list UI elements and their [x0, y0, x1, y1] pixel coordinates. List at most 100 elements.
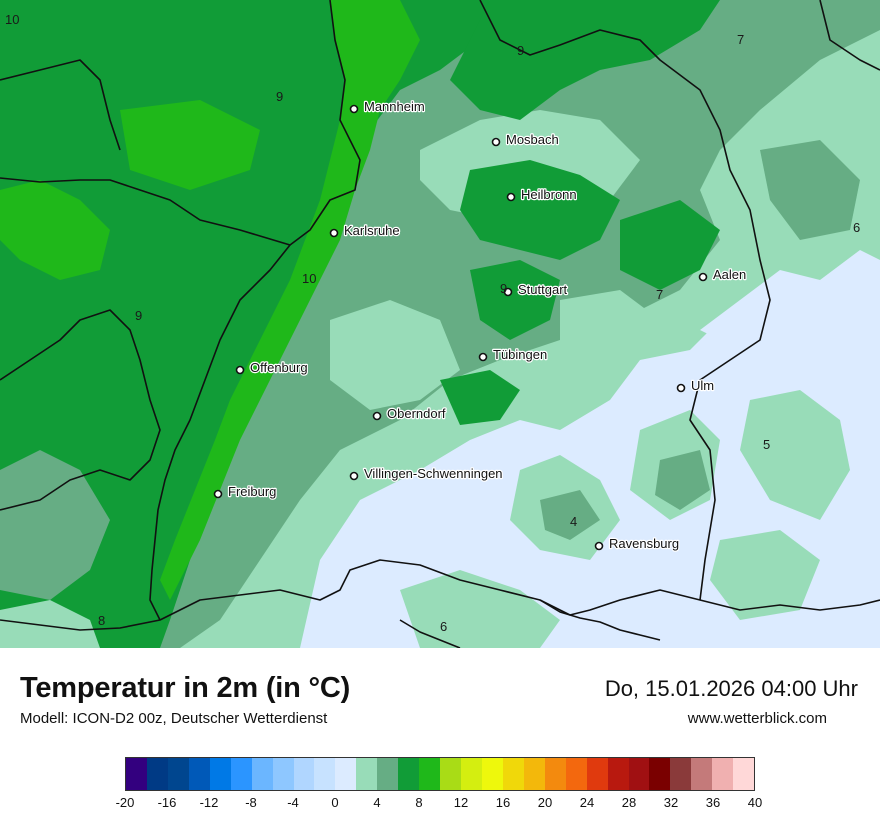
- city-marker[interactable]: [698, 272, 708, 282]
- legend-swatch: [335, 758, 357, 790]
- city-marker[interactable]: [506, 192, 516, 202]
- legend-swatch: [167, 758, 189, 790]
- legend-tick-label: -4: [287, 795, 299, 810]
- city-marker[interactable]: [491, 137, 501, 147]
- city-marker[interactable]: [213, 489, 223, 499]
- map-canvas: Mannheim Mosbach Heilbronn Karlsruhe Stu…: [0, 0, 880, 648]
- mint-intrusion-center: [330, 300, 460, 410]
- legend-tick-label: -12: [199, 795, 219, 810]
- grey-green-islands: [760, 140, 860, 240]
- isotherm-label: 9: [517, 43, 524, 58]
- mint-patch-3: [740, 390, 850, 520]
- city-label-tuebingen: Tübingen: [493, 347, 547, 362]
- city-marker[interactable]: [235, 365, 245, 375]
- model-subtitle: Modell: ICON-D2 00z, Deutscher Wetterdie…: [20, 710, 328, 727]
- color-legend-bar: [125, 757, 755, 791]
- legend-swatch: [502, 758, 524, 790]
- map-title: Temperatur in 2m (in °C): [20, 672, 351, 704]
- grey-green-sw: [0, 450, 110, 600]
- legend-swatch: [691, 758, 713, 790]
- city-marker[interactable]: [503, 287, 513, 297]
- mint-sw: [0, 600, 100, 648]
- bodensee-outline: [539, 599, 661, 641]
- legend-tick-label: 24: [579, 795, 595, 810]
- isotherm-label: 8: [98, 613, 105, 628]
- city-marker[interactable]: [372, 411, 382, 421]
- legend-swatch: [272, 758, 294, 790]
- legend-swatch: [607, 758, 629, 790]
- city-marker[interactable]: [349, 471, 359, 481]
- city-label-villingen-schwenningen: Villingen-Schwenningen: [364, 466, 503, 481]
- legend-swatch: [126, 758, 147, 790]
- legend-tick-label: 20: [537, 795, 553, 810]
- state-border-north: [0, 0, 361, 246]
- legend-swatch: [419, 758, 441, 790]
- mint-intrusion-east: [560, 290, 660, 370]
- legend-swatch: [586, 758, 608, 790]
- isotherm-label: 5: [763, 437, 770, 452]
- legend-swatch: [209, 758, 231, 790]
- legend-tick-label: 32: [663, 795, 679, 810]
- legend-swatch: [733, 758, 755, 790]
- city-label-mosbach: Mosbach: [506, 132, 559, 147]
- cold-region-east: [700, 250, 880, 380]
- legend-tick-label: -20: [115, 795, 135, 810]
- legend-swatch: [544, 758, 566, 790]
- city-label-stuttgart: Stuttgart: [518, 282, 568, 297]
- legend-swatch: [461, 758, 482, 790]
- green-zone-west: [0, 0, 490, 648]
- legend-swatch: [230, 758, 252, 790]
- city-label-ravensburg: Ravensburg: [609, 536, 679, 551]
- minor-border-south: [399, 619, 461, 648]
- isotherm-label: 7: [737, 32, 744, 47]
- city-label-karlsruhe: Karlsruhe: [344, 223, 400, 238]
- green-zone-heilbronn: [460, 160, 620, 260]
- isotherm-labels: 10 9 9 7 6 10 9 9 7 5 4 8 6: [5, 12, 860, 634]
- isotherm-label: 9: [276, 89, 283, 104]
- legend-swatch: [481, 758, 503, 790]
- city-marker[interactable]: [676, 383, 686, 393]
- footer-panel: Temperatur in 2m (in °C) Modell: ICON-D2…: [0, 648, 880, 830]
- legend-tick-label: -16: [157, 795, 177, 810]
- legend-tick-label: -8: [245, 795, 257, 810]
- legend-swatch: [356, 758, 378, 790]
- city-marker[interactable]: [594, 541, 604, 551]
- city-marker[interactable]: [478, 352, 488, 362]
- city-label-mannheim: Mannheim: [364, 99, 425, 114]
- legend-tick-label: 40: [747, 795, 763, 810]
- legend-swatch: [398, 758, 420, 790]
- legend-swatch: [440, 758, 461, 790]
- rhine-border: [149, 244, 291, 621]
- city-labels: Mannheim Mosbach Heilbronn Karlsruhe Stu…: [227, 98, 748, 552]
- swiss-border: [0, 559, 880, 631]
- green-zone-north: [450, 0, 720, 120]
- isotherm-label: 6: [853, 220, 860, 235]
- legend-swatch: [251, 758, 273, 790]
- legend-tick-label: 4: [373, 795, 381, 810]
- legend-swatch: [649, 758, 671, 790]
- isotherm-label: 6: [440, 619, 447, 634]
- legend-tick-label: 36: [705, 795, 721, 810]
- city-label-offenburg: Offenburg: [250, 360, 308, 375]
- city-marker[interactable]: [349, 104, 359, 114]
- legend-swatch: [377, 758, 399, 790]
- legend-swatch: [712, 758, 734, 790]
- legend-swatch: [565, 758, 587, 790]
- city-label-aalen: Aalen: [713, 267, 746, 282]
- mint-patch-4: [400, 570, 560, 648]
- legend-tick-label: 28: [621, 795, 637, 810]
- isotherm-label: 9: [135, 308, 142, 323]
- website-link[interactable]: www.wetterblick.com: [687, 710, 827, 727]
- green-zone-stuttgart: [470, 260, 560, 340]
- legend-swatch: [628, 758, 650, 790]
- city-marker[interactable]: [329, 228, 339, 238]
- warm-patch-north: [0, 180, 110, 280]
- minor-border-east: [819, 0, 880, 71]
- city-markers: [213, 104, 708, 551]
- legend-swatch: [523, 758, 545, 790]
- isotherm-label: 10: [5, 12, 19, 27]
- legend-swatch: [670, 758, 692, 790]
- grey-green-south-patch: [540, 490, 600, 540]
- legend-swatch: [146, 758, 168, 790]
- legend-tick-label: 8: [415, 795, 423, 810]
